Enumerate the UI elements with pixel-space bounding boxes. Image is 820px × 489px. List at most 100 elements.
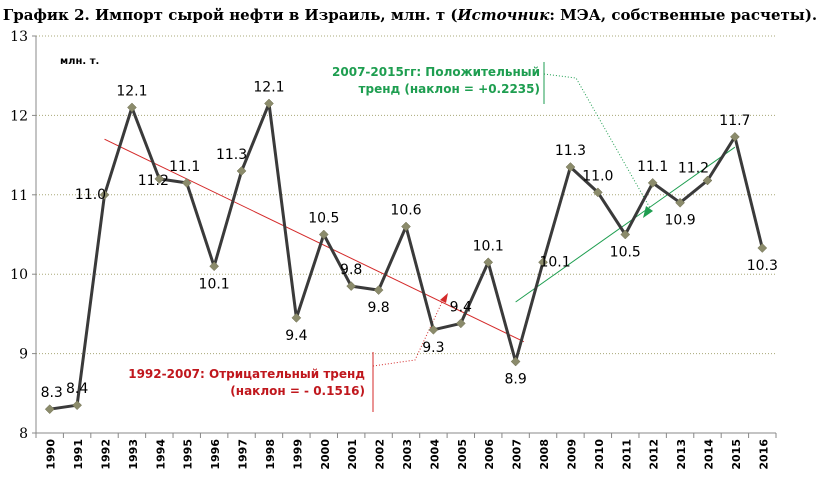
data-label-2000: 10.5 — [308, 211, 339, 227]
positive-pointer — [543, 73, 651, 209]
data-label-1993: 12.1 — [116, 83, 147, 99]
marker-1992 — [99, 189, 110, 200]
x-tick-label-2000: 2000 — [319, 439, 332, 470]
data-label-1990: 8.3 — [41, 385, 63, 401]
marker-1995 — [181, 178, 192, 188]
negative-trend-line — [104, 138, 525, 343]
x-tick-label-2015: 2015 — [730, 439, 743, 470]
x-tick-label-2012: 2012 — [648, 439, 661, 470]
marker-1994 — [154, 174, 165, 184]
data-label-2010: 11.0 — [582, 168, 613, 184]
negative-pointer — [372, 299, 444, 367]
data-label-2016: 10.3 — [747, 258, 778, 274]
x-tick-label-2016: 2016 — [757, 439, 770, 470]
marker-1999 — [291, 313, 302, 323]
y-tick-label-13: 13 — [10, 29, 28, 45]
marker-2006 — [483, 257, 494, 268]
x-tick-label-2002: 2002 — [374, 439, 387, 470]
data-label-2009: 11.3 — [555, 143, 586, 159]
y-tick-label-8: 8 — [19, 426, 28, 442]
y-tick-label-11: 11 — [10, 188, 28, 204]
data-label-1994: 11.2 — [138, 173, 169, 189]
y-tick-label-12: 12 — [10, 108, 28, 124]
data-label-1999: 9.4 — [285, 328, 307, 344]
marker-1998 — [264, 98, 274, 109]
x-tick-label-2006: 2006 — [483, 439, 496, 470]
x-tick-label-1993: 1993 — [127, 439, 140, 470]
marker-2008 — [538, 257, 548, 268]
series-line — [49, 102, 764, 411]
data-label-2013: 10.9 — [664, 213, 695, 229]
data-label-2005: 9.4 — [450, 299, 472, 315]
data-label-2012: 11.1 — [637, 159, 668, 175]
x-tick-label-2003: 2003 — [401, 439, 414, 470]
x-tick-label-2005: 2005 — [456, 439, 469, 470]
x-tick-label-1994: 1994 — [154, 439, 167, 470]
data-label-1997: 11.3 — [216, 147, 247, 163]
marker-2003 — [401, 221, 411, 232]
data-label-1991: 8.4 — [66, 381, 88, 397]
marker-2011 — [620, 229, 631, 240]
axes — [32, 35, 777, 438]
x-tick-label-1991: 1991 — [72, 439, 85, 470]
title-source-word: Источник — [457, 6, 550, 24]
data-label-1996: 10.1 — [199, 276, 230, 292]
marker-2001 — [346, 281, 357, 291]
x-tick-label-1996: 1996 — [209, 439, 222, 470]
data-label-2014: 11.2 — [678, 161, 709, 177]
x-tick-label-1990: 1990 — [45, 439, 58, 470]
x-tick-label-2011: 2011 — [620, 439, 633, 470]
data-label-2015: 11.7 — [719, 113, 750, 129]
positive-pointer-arrowhead — [643, 206, 653, 218]
trend-lines — [104, 62, 736, 412]
marker-2015 — [730, 131, 740, 142]
negative-trend-annotation: 1992-2007: Отрицательный тренд (наклон =… — [120, 366, 365, 400]
marker-1993 — [127, 102, 137, 113]
data-label-2004: 9.3 — [422, 340, 444, 356]
data-label-1995: 11.1 — [169, 159, 200, 175]
data-label-1998: 12.1 — [253, 79, 284, 95]
data-markers — [44, 98, 768, 415]
positive-trend-line — [515, 146, 736, 303]
y-tick-label-10: 10 — [10, 267, 28, 283]
data-labels: 8.3 8.411.012.111.211.110.111.312.19.410.… — [41, 79, 778, 401]
x-tick-label-2010: 2010 — [593, 439, 606, 470]
marker-2005 — [455, 318, 466, 329]
marker-1997 — [236, 166, 247, 176]
tick-labels: 8 9 10 11 12 13 1990 1991 1992 1993 1994 1995 1996 19… — [10, 29, 770, 470]
marker-2004 — [428, 324, 439, 335]
x-tick-label-1992: 1992 — [100, 439, 113, 470]
x-tick-label-1995: 1995 — [182, 439, 195, 470]
data-label-2006: 10.1 — [473, 238, 504, 254]
x-tick-label-2008: 2008 — [538, 439, 551, 470]
positive-trend-annotation: 2007-2015гг: Положительный тренд (наклон… — [330, 64, 540, 98]
marker-2002 — [373, 285, 384, 295]
data-label-2008: 10.1 — [539, 254, 570, 270]
marker-2009 — [565, 162, 576, 172]
data-label-2002: 9.8 — [367, 300, 389, 316]
title-suffix: : МЭА, собственные расчеты). — [549, 6, 818, 24]
x-tick-label-2007: 2007 — [511, 439, 524, 470]
marker-2012 — [647, 178, 658, 188]
data-label-2003: 10.6 — [390, 203, 421, 219]
marker-2016 — [757, 243, 768, 253]
chart-title: График 2. Импорт сырой нефти в Израиль, … — [0, 6, 820, 24]
positive-trend-line2: тренд (наклон = +0.2235) — [358, 82, 540, 96]
x-tick-label-1998: 1998 — [264, 439, 277, 470]
x-tick-label-2013: 2013 — [675, 439, 688, 470]
x-tick-label-2004: 2004 — [428, 439, 441, 470]
data-label-1992: 11.0 — [75, 187, 106, 203]
marker-1990 — [44, 404, 55, 415]
negative-pointer-arrowhead — [440, 293, 448, 303]
grid-lines — [36, 35, 776, 355]
marker-2010 — [592, 187, 603, 198]
y-tick-label-9: 9 — [19, 347, 28, 363]
marker-2007 — [510, 356, 521, 367]
import-series-line — [49, 102, 764, 411]
marker-1991 — [72, 400, 82, 411]
title-prefix: График 2. Импорт сырой нефти в Израиль, … — [2, 6, 458, 24]
marker-2014 — [702, 175, 713, 186]
x-tick-label-1999: 1999 — [291, 439, 304, 470]
marker-2000 — [318, 229, 329, 240]
x-tick-label-2009: 2009 — [565, 439, 578, 470]
